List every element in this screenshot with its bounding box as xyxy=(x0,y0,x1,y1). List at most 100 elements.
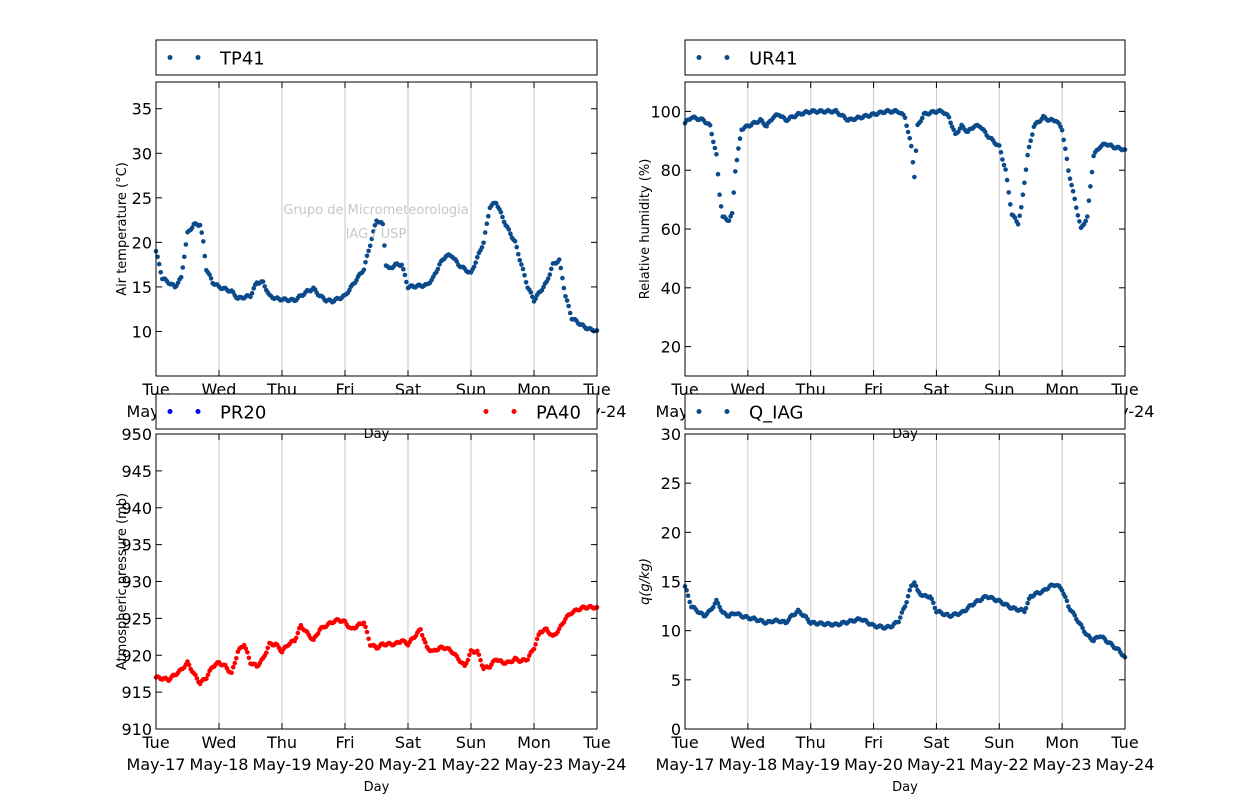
data-point xyxy=(1008,202,1013,207)
x-tick-day-label: Mon xyxy=(1045,733,1079,752)
data-point xyxy=(912,580,917,585)
data-point xyxy=(902,115,908,121)
y-tick-label: 80 xyxy=(661,161,681,180)
data-point xyxy=(556,257,562,262)
data-point xyxy=(905,593,911,599)
legend-marker xyxy=(483,409,489,414)
legend-marker xyxy=(195,409,201,414)
data-point xyxy=(712,145,718,151)
x-tick-day-label: Sat xyxy=(395,733,421,752)
y-tick-label: 10 xyxy=(132,322,152,341)
y-tick-label: 935 xyxy=(121,536,152,555)
data-point xyxy=(204,676,209,681)
data-point xyxy=(189,225,195,230)
data-point xyxy=(1025,152,1030,158)
x-tick-date-label: May-20 xyxy=(844,755,903,774)
data-point xyxy=(715,171,721,177)
data-point xyxy=(202,253,208,259)
plot-frame xyxy=(684,433,1126,730)
legend-marker xyxy=(696,409,702,414)
data-point xyxy=(399,262,405,268)
data-point xyxy=(158,269,163,275)
y-tick-label: 10 xyxy=(661,622,681,641)
data-point xyxy=(549,266,554,272)
data-point xyxy=(419,632,425,638)
data-point xyxy=(913,148,919,153)
data-point xyxy=(896,619,901,625)
data-point xyxy=(404,279,409,285)
data-point xyxy=(1072,612,1077,618)
series-Q_IAG xyxy=(682,580,1128,660)
data-point xyxy=(418,627,423,632)
data-point xyxy=(737,136,743,141)
data-point xyxy=(506,227,512,232)
legend-marker xyxy=(167,409,173,414)
panel-specific-humidity: 0 5 10 15 20 25 30 Tue May-17 Wed May-18 Thu May-19 F… xyxy=(638,393,1154,795)
data-point xyxy=(484,221,490,226)
data-point xyxy=(493,200,499,206)
x-tick-day-label: Mon xyxy=(517,733,551,752)
watermark-line-2: IAG / USP xyxy=(346,227,407,242)
data-point xyxy=(229,670,234,676)
data-point xyxy=(205,672,211,678)
data-point xyxy=(251,286,256,291)
data-point xyxy=(523,280,529,285)
x-tick-day-label: Tue xyxy=(670,733,698,752)
legend-label: PR20 xyxy=(220,403,266,424)
x-tick-date-label: May-22 xyxy=(442,755,501,774)
x-tick-day-label: Tue xyxy=(141,733,169,752)
y-tick-label: 40 xyxy=(661,279,681,298)
y-tick-label: 940 xyxy=(121,499,152,518)
data-point xyxy=(910,160,916,165)
legend-box xyxy=(155,39,598,76)
data-point xyxy=(366,248,371,254)
y-tick-label: 30 xyxy=(132,144,152,163)
data-point xyxy=(913,583,919,589)
data-point xyxy=(541,284,546,290)
data-point xyxy=(371,229,376,234)
series-TP41 xyxy=(153,200,600,334)
data-point xyxy=(547,272,553,277)
legend-box xyxy=(155,393,598,430)
data-point xyxy=(997,143,1002,148)
data-point xyxy=(726,218,732,224)
data-point xyxy=(361,620,367,626)
data-point xyxy=(1017,213,1022,219)
data-point xyxy=(182,254,187,260)
data-point xyxy=(736,146,741,151)
data-point xyxy=(1075,213,1081,218)
y-axis-label: Atmospheric pressure (mb) xyxy=(115,493,130,670)
data-point xyxy=(1089,169,1095,175)
data-point xyxy=(545,276,551,282)
data-point xyxy=(380,221,386,227)
x-axis-label: Day xyxy=(892,780,918,795)
data-point xyxy=(1085,214,1090,219)
legend: PR20 PA40 xyxy=(155,393,598,430)
x-tick-day-label: Tue xyxy=(1110,733,1138,752)
data-point xyxy=(249,290,255,296)
data-point xyxy=(1030,132,1035,137)
data-point xyxy=(475,254,480,260)
data-point xyxy=(265,645,271,651)
x-tick-date-label: May-17 xyxy=(127,755,186,774)
data-point xyxy=(1004,177,1010,183)
data-point xyxy=(534,636,540,642)
y-tick-label: 910 xyxy=(121,720,152,739)
data-point xyxy=(1059,127,1065,133)
data-point xyxy=(512,239,518,244)
data-point xyxy=(423,640,428,645)
x-tick-date-label: May-21 xyxy=(907,755,966,774)
y-tick-label: 950 xyxy=(121,425,152,444)
data-point xyxy=(1000,157,1005,162)
data-point xyxy=(295,630,301,636)
data-point xyxy=(718,204,724,209)
data-point xyxy=(230,664,236,670)
x-tick-date-label: May-19 xyxy=(253,755,312,774)
data-point xyxy=(476,652,482,657)
y-tick-label: 35 xyxy=(132,100,152,119)
x-tick-day-label: Thu xyxy=(266,733,297,752)
y-tick-label: 920 xyxy=(121,646,152,665)
y-tick-label: 915 xyxy=(121,683,152,702)
x-tick-date-label: May-18 xyxy=(190,755,249,774)
y-tick-label: 25 xyxy=(661,474,681,493)
